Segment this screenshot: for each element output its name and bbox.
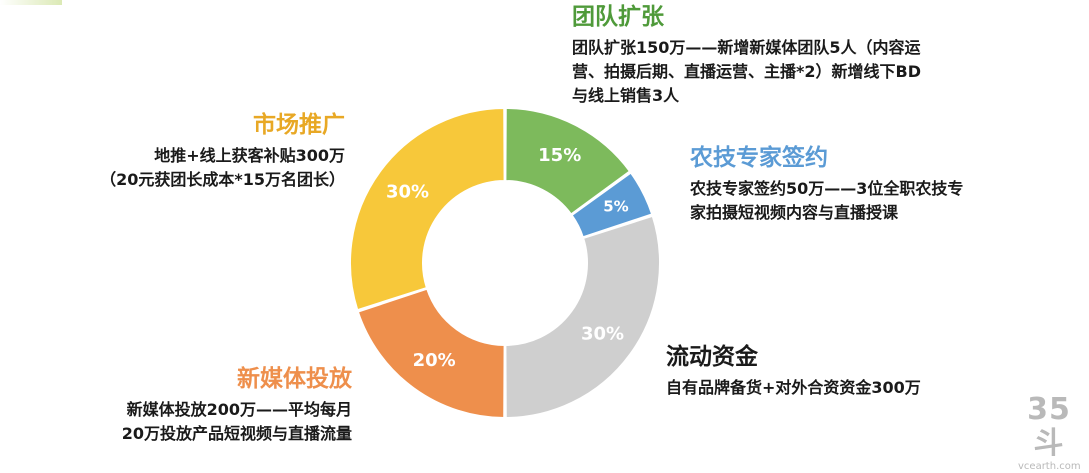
- annotation-line: （20元获团长成本*15万名团长）: [100, 170, 345, 189]
- donut-slice-2: [504, 214, 661, 420]
- donut-slice-label-0: 15%: [538, 145, 581, 166]
- donut-slice-1: [570, 171, 654, 239]
- annotation-title: 流动资金: [666, 344, 758, 370]
- annotation-title: 农技专家签约: [690, 145, 828, 171]
- annotation-line: 新媒体投放200万——平均每月: [126, 400, 352, 419]
- donut-slice-label-2: 30%: [581, 323, 624, 344]
- annotation-body: 自有品牌备货+对外合资资金300万: [666, 376, 921, 400]
- annotation-title: 新媒体投放: [237, 366, 352, 392]
- watermark: 35斗 vcearth.com: [1018, 392, 1081, 473]
- annotation-team-expansion: 团队扩张 团队扩张150万——新增新媒体团队5人（内容运 营、拍摄后期、直播运营…: [572, 2, 921, 108]
- watermark-domain: vcearth.com: [1018, 461, 1081, 472]
- annotation-body: 地推+线上获客补贴300万 （20元获团长成本*15万名团长）: [100, 144, 345, 192]
- annotation-line: 家拍摄短视频内容与直播授课: [690, 203, 899, 222]
- annotation-line: 与线上销售3人: [572, 86, 680, 105]
- donut-slice-label-4: 30%: [386, 182, 429, 203]
- annotation-line: 营、拍摄后期、直播运营、主播*2）新增线下BD: [572, 62, 921, 81]
- donut-slice-4: [349, 106, 506, 312]
- donut-chart: 15% 5% 30% 20% 30%: [349, 106, 661, 420]
- annotation-body: 农技专家签约50万——3位全职农技专 家拍摄短视频内容与直播授课: [690, 177, 963, 225]
- annotation-title: 团队扩张: [572, 4, 664, 30]
- annotation-line: 地推+线上获客补贴300万: [154, 146, 345, 165]
- donut-slice-0: [504, 106, 632, 216]
- donut-slice-label-1: 5%: [603, 197, 628, 215]
- watermark-logo: 35斗: [1027, 392, 1071, 461]
- annotation-line: 自有品牌备货+对外合资资金300万: [666, 378, 921, 397]
- annotation-title: 市场推广: [253, 112, 345, 138]
- annotation-body: 团队扩张150万——新增新媒体团队5人（内容运 营、拍摄后期、直播运营、主播*2…: [572, 36, 921, 108]
- annotation-line: 团队扩张150万——新增新媒体团队5人（内容运: [572, 38, 921, 57]
- corner-accent: [0, 0, 62, 5]
- annotation-new-media: 新媒体投放 新媒体投放200万——平均每月 20万投放产品短视频与直播流量: [122, 364, 352, 446]
- donut-slice-label-3: 20%: [413, 350, 456, 371]
- annotation-marketing: 市场推广 地推+线上获客补贴300万 （20元获团长成本*15万名团长）: [100, 110, 345, 192]
- annotation-line: 20万投放产品短视频与直播流量: [121, 424, 352, 443]
- annotation-expert-signing: 农技专家签约 农技专家签约50万——3位全职农技专 家拍摄短视频内容与直播授课: [690, 143, 963, 225]
- annotation-working-capital: 流动资金 自有品牌备货+对外合资资金300万: [666, 342, 921, 400]
- donut-slice-3: [356, 287, 506, 420]
- annotation-line: 农技专家签约50万——3位全职农技专: [690, 179, 964, 198]
- annotation-body: 新媒体投放200万——平均每月 20万投放产品短视频与直播流量: [122, 398, 352, 446]
